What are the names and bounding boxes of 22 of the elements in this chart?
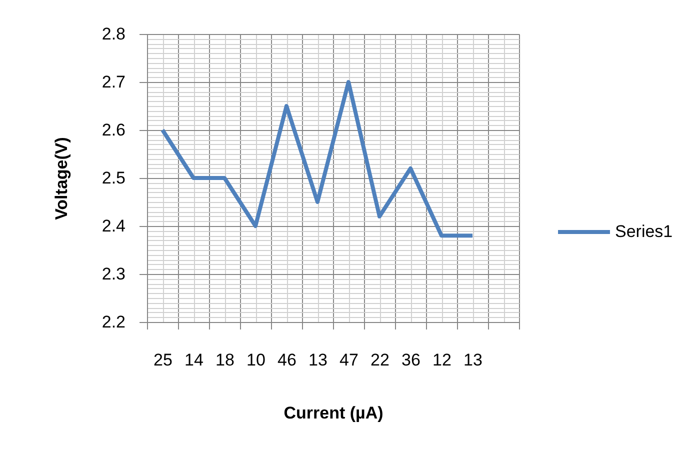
x-tick-label: 25 (154, 350, 172, 370)
x-axis-title: Current (µA) (284, 404, 384, 422)
y-tick-label: 2.6 (102, 120, 126, 140)
x-tick-label: 47 (340, 350, 358, 370)
y-tick-label: 2.4 (102, 216, 126, 236)
y-axis-title: Voltage(V) (52, 137, 71, 220)
y-tick-label: 2.8 (102, 24, 126, 44)
y-tick-label: 2.5 (102, 168, 126, 188)
x-tick-label: 10 (246, 350, 266, 370)
x-tick-label: 12 (432, 350, 452, 370)
x-tick-label: 22 (370, 350, 390, 370)
y-tick-label: 2.7 (102, 72, 126, 92)
legend-label: Series1 (615, 222, 673, 241)
x-tick-label: 14 (184, 350, 204, 370)
x-tick-label: 36 (402, 350, 420, 370)
x-tick-label: 18 (216, 350, 234, 370)
x-tick-label: 13 (464, 350, 482, 370)
y-tick-label: 2.3 (102, 264, 126, 284)
y-tick-label: 2.2 (102, 312, 126, 332)
x-tick-label: 13 (308, 350, 328, 370)
line-series (160, 80, 474, 238)
x-tick-label: 46 (278, 350, 296, 370)
